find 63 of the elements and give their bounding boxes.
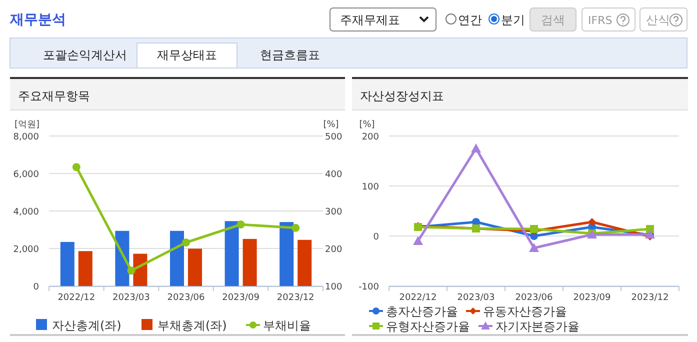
x-tick-label: 2023/03 <box>457 293 495 303</box>
x-tick-label: 2023/09 <box>222 293 260 303</box>
y-tick-label: -100 <box>358 282 380 292</box>
legend-label: 부채비율 <box>263 318 311 332</box>
y-tick-label: 0 <box>33 282 40 292</box>
legend-label: 유형자산증가율 <box>386 320 470 334</box>
y2-tick-label: 100 <box>325 282 342 292</box>
text: 포괄손익계산서 <box>43 48 127 62</box>
bar <box>242 238 257 286</box>
bar <box>280 222 294 286</box>
text: IFRS <box>588 14 612 27</box>
point <box>236 220 245 228</box>
legend-label: 자기자본증가율 <box>496 320 580 334</box>
text: 검색 <box>541 13 565 27</box>
y2-tick-label: 500 <box>325 132 342 142</box>
y2-tick-label: 200 <box>325 245 342 255</box>
bar <box>298 240 312 286</box>
y2-tick-label: 400 <box>325 170 342 180</box>
y-tick-label: 100 <box>362 182 380 192</box>
bar <box>170 230 184 286</box>
y-tick-label: 8,000 <box>13 132 40 142</box>
x-tick-label: 2023/09 <box>573 293 611 303</box>
point <box>72 163 80 172</box>
y-axis-title: [%] <box>359 120 375 130</box>
text: 주재무제표 <box>340 13 400 27</box>
y-tick-label: 4,000 <box>13 208 40 218</box>
point <box>529 243 539 252</box>
x-tick-label: 2022/12 <box>58 293 96 303</box>
chart-title: 자산성장성지표 <box>360 89 444 103</box>
y-axis-title: [억원] <box>14 120 40 130</box>
legend-label: 유동자산증가율 <box>483 304 567 318</box>
point <box>127 266 136 275</box>
x-tick-label: 2023/06 <box>515 293 553 303</box>
bar <box>78 251 92 286</box>
y2-tick-label: 300 <box>325 208 342 218</box>
bar <box>60 242 74 286</box>
legend-label: 자산총계(좌) <box>52 318 122 332</box>
point <box>413 236 423 245</box>
x-tick-label: 2023/03 <box>112 293 150 303</box>
text: 재무상태표 <box>157 48 217 62</box>
legend-label: 부채총계(좌) <box>158 318 227 332</box>
y2-axis-title: [%] <box>323 120 339 130</box>
y-tick-label: 200 <box>362 132 380 142</box>
point <box>471 144 481 152</box>
text: 재무분석 <box>9 12 66 28</box>
y-tick-label: 2,000 <box>13 245 40 255</box>
chart-title: 주요재무항목 <box>18 89 90 103</box>
text: 현금흐름표 <box>260 48 320 62</box>
text: 산식 <box>646 13 670 27</box>
text: 연간 <box>458 13 482 27</box>
x-tick-label: 2023/06 <box>167 293 205 303</box>
text: 분기 <box>501 13 525 27</box>
x-tick-label: 2023/12 <box>631 293 669 303</box>
point <box>588 218 596 226</box>
x-tick-label: 2023/12 <box>276 293 314 303</box>
y-tick-label: 0 <box>373 232 380 242</box>
y-tick-label: 6,000 <box>13 170 40 180</box>
bar <box>188 248 202 286</box>
legend-label: 총자산증가율 <box>386 304 458 318</box>
point <box>182 238 190 246</box>
x-tick-label: 2022/12 <box>399 293 437 303</box>
bar <box>224 221 239 286</box>
point <box>292 224 300 232</box>
